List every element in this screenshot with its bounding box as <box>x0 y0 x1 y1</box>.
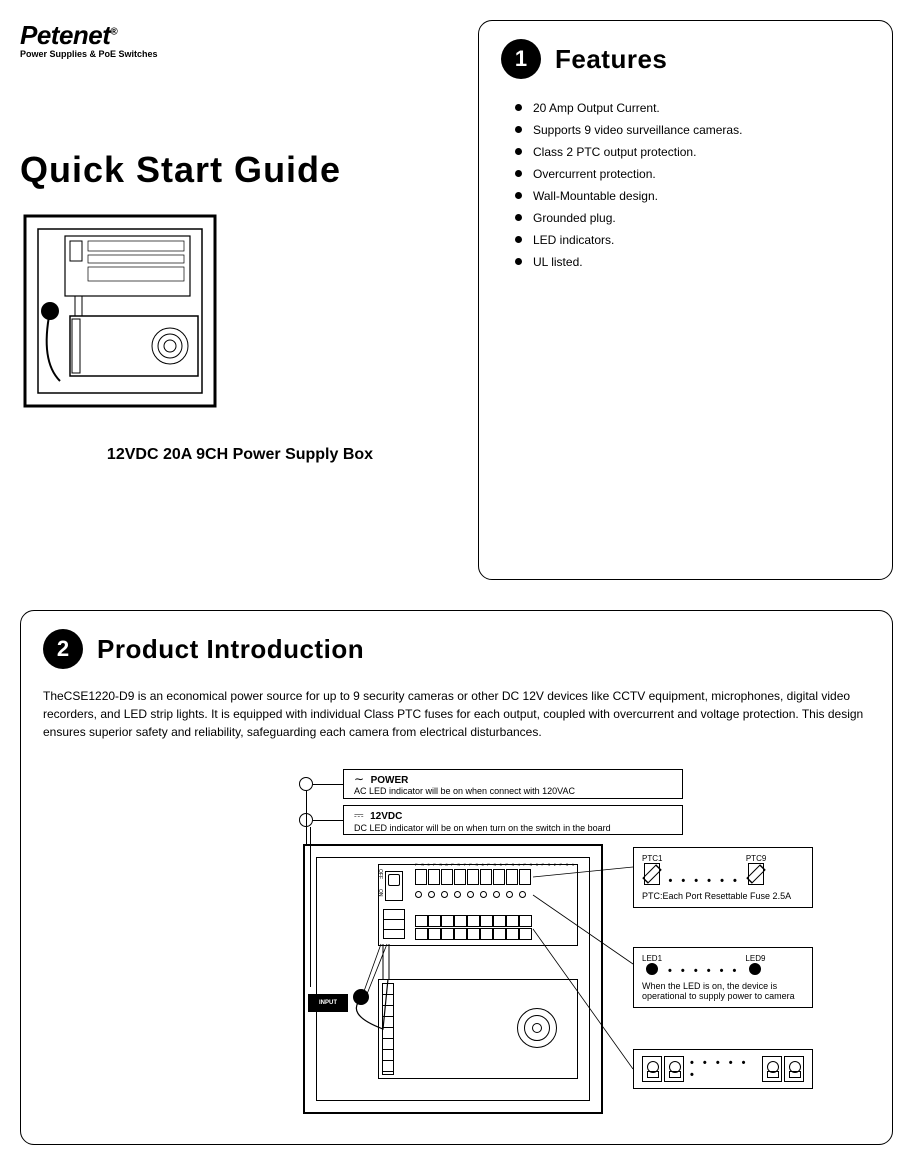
ptc-callout: PTC1 • • • • • • PTC9 PTC:Each Port Rese… <box>633 847 813 908</box>
brand-name: Petenet® <box>20 20 117 50</box>
led-indicator-icon <box>646 963 658 975</box>
dc-symbol-icon: ⎓ <box>354 808 364 822</box>
feature-item: UL listed. <box>515 251 870 273</box>
wiring <box>303 844 603 1114</box>
callout-dc: ⎓ 12VDC DC LED indicator will be on when… <box>343 805 683 835</box>
feature-item: Overcurrent protection. <box>515 163 870 185</box>
page-title: Quick Start Guide <box>20 149 460 191</box>
feature-item: 20 Amp Output Current. <box>515 97 870 119</box>
led-callout: LED1 • • • • • • LED9 When the LED is on… <box>633 947 813 1008</box>
feature-item: Class 2 PTC output protection. <box>515 141 870 163</box>
brand-block: Petenet® Power Supplies & PoE Switches <box>20 20 460 59</box>
ac-symbol-icon: ∼ <box>354 772 364 786</box>
ptc-fuse-icon <box>644 863 660 885</box>
feature-item: Grounded plug. <box>515 207 870 229</box>
intro-heading: Product Introduction <box>97 634 364 665</box>
ac-led-icon <box>299 777 313 791</box>
terminal-icon <box>664 1056 684 1082</box>
terminal-callout: • • • • • • <box>633 1049 813 1089</box>
brand-tagline: Power Supplies & PoE Switches <box>20 49 460 59</box>
product-subtitle: 12VDC 20A 9CH Power Supply Box <box>20 446 460 464</box>
callout-power: ∼ POWER AC LED indicator will be on when… <box>343 769 683 799</box>
intro-panel: 2 Product Introduction TheCSE1220-D9 is … <box>20 610 893 1145</box>
features-list: 20 Amp Output Current. Supports 9 video … <box>515 97 870 273</box>
intro-body: TheCSE1220-D9 is an economical power sou… <box>43 687 870 741</box>
product-diagram: ∼ POWER AC LED indicator will be on when… <box>43 769 870 1129</box>
ptc-fuse-icon <box>748 863 764 885</box>
product-illustration <box>20 211 220 411</box>
feature-item: Wall-Mountable design. <box>515 185 870 207</box>
feature-item: LED indicators. <box>515 229 870 251</box>
feature-item: Supports 9 video surveillance cameras. <box>515 119 870 141</box>
section-number-2: 2 <box>43 629 83 669</box>
features-panel: 1 Features 20 Amp Output Current. Suppor… <box>478 20 893 580</box>
terminal-icon <box>642 1056 662 1082</box>
terminal-icon <box>784 1056 804 1082</box>
features-heading: Features <box>555 44 667 75</box>
led-indicator-icon <box>749 963 761 975</box>
terminal-icon <box>762 1056 782 1082</box>
section-number-1: 1 <box>501 39 541 79</box>
